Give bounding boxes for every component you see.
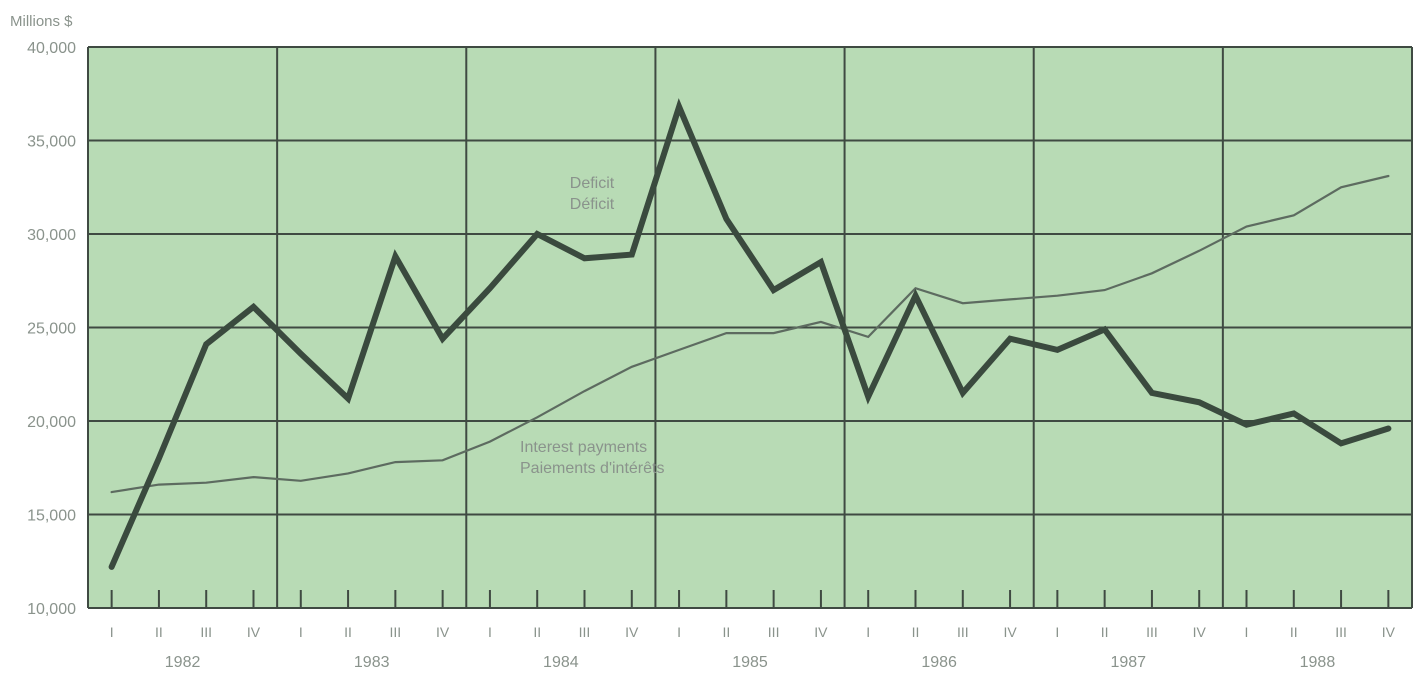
x-tick-label: I — [299, 624, 303, 640]
x-tick-label: II — [533, 624, 541, 640]
x-tick-label: III — [200, 624, 212, 640]
y-tick-label: 40,000 — [27, 40, 76, 57]
y-tick-label: 20,000 — [27, 414, 76, 431]
x-tick-label: II — [722, 624, 730, 640]
y-tick-label: 35,000 — [27, 134, 76, 151]
year-label: 1982 — [165, 654, 201, 671]
x-tick-label: IV — [436, 624, 450, 640]
year-label: 1988 — [1300, 654, 1336, 671]
y-axis-unit-label: Millions $ — [10, 13, 73, 30]
year-label: 1986 — [921, 654, 957, 671]
x-tick-label: II — [912, 624, 920, 640]
x-tick-label: II — [1101, 624, 1109, 640]
x-tick-label: III — [1146, 624, 1158, 640]
interest-series-label: Interest payments — [520, 439, 647, 456]
x-tick-label: II — [155, 624, 163, 640]
x-tick-label: III — [957, 624, 969, 640]
year-label: 1984 — [543, 654, 579, 671]
year-label: 1987 — [1110, 654, 1146, 671]
y-tick-label: 10,000 — [27, 601, 76, 618]
x-tick-label: II — [1290, 624, 1298, 640]
x-tick-label: II — [344, 624, 352, 640]
x-tick-label: I — [677, 624, 681, 640]
x-tick-label: I — [110, 624, 114, 640]
x-tick-label: IV — [1382, 624, 1396, 640]
x-tick-label: IV — [625, 624, 639, 640]
year-label: 1983 — [354, 654, 390, 671]
x-tick-label: III — [579, 624, 591, 640]
x-tick-label: I — [1245, 624, 1249, 640]
x-tick-label: III — [768, 624, 780, 640]
x-tick-label: III — [390, 624, 402, 640]
year-label: 1985 — [732, 654, 768, 671]
y-tick-label: 30,000 — [27, 227, 76, 244]
x-tick-label: IV — [1193, 624, 1207, 640]
deficit-series-label: Déficit — [570, 196, 615, 213]
x-tick-label: I — [488, 624, 492, 640]
y-tick-label: 25,000 — [27, 321, 76, 338]
deficit-series-label: Deficit — [570, 175, 615, 192]
x-tick-label: IV — [814, 624, 828, 640]
x-tick-label: IV — [247, 624, 261, 640]
x-tick-label: III — [1335, 624, 1347, 640]
x-tick-label: I — [1055, 624, 1059, 640]
x-tick-label: I — [866, 624, 870, 640]
x-tick-label: IV — [1003, 624, 1017, 640]
interest-series-label: Paiements d'intérêts — [520, 460, 664, 477]
y-tick-label: 15,000 — [27, 508, 76, 525]
